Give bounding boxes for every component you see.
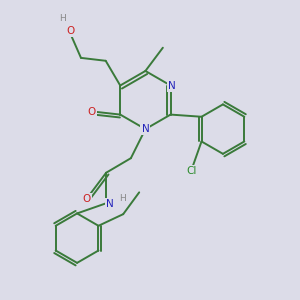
Text: N: N [168,80,176,91]
Text: H: H [59,14,66,23]
Text: O: O [67,26,75,36]
Text: H: H [119,194,125,202]
Text: O: O [82,194,91,204]
Text: N: N [106,199,113,209]
Text: Cl: Cl [186,166,197,176]
Text: N: N [142,124,149,134]
Text: O: O [88,107,96,117]
